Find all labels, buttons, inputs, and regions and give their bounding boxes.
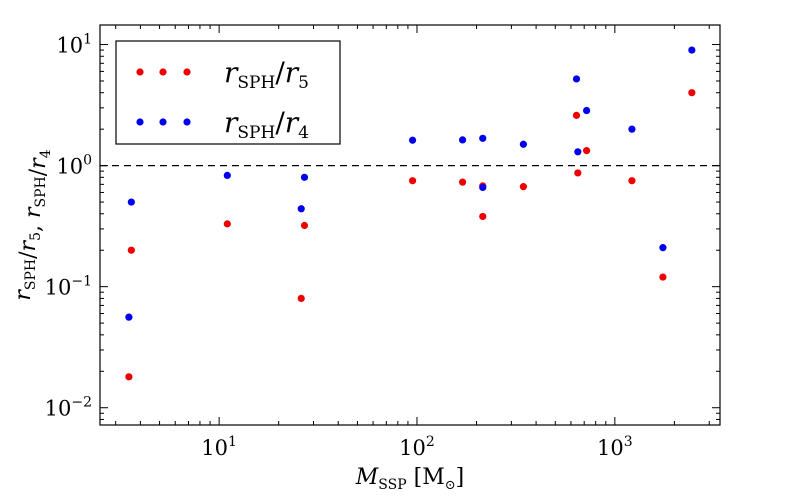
legend-marker-series2-2 [159, 118, 167, 126]
y-tick-label-4: 101 [56, 32, 92, 58]
x-tick-label-2: 102 [399, 434, 435, 460]
data-point-series2-1 [125, 313, 133, 321]
data-point-series2-9 [479, 183, 487, 192]
plot-frame [99, 24, 721, 426]
y-tick-label-1: 10−2 [45, 395, 92, 421]
legend-marker-series1-1 [136, 68, 144, 76]
data-point-series2-16 [688, 46, 696, 54]
data-point-series2-6 [408, 136, 417, 144]
y-tick-label-3: 100 [56, 153, 92, 179]
legend-marker-series2-1 [136, 118, 144, 126]
data-point-series1-2 [127, 246, 135, 254]
data-point-series1-11 [572, 111, 581, 119]
x-tick-label-1: 101 [201, 434, 237, 460]
x-tick-label-3: 103 [597, 434, 633, 460]
data-point-series1-16 [688, 89, 696, 97]
legend-box [115, 40, 341, 145]
data-point-series2-10 [519, 140, 528, 148]
data-point-series2-13 [583, 106, 591, 115]
legend-label-series1: rSPH/r5 [224, 56, 309, 93]
data-point-series2-3 [223, 171, 231, 179]
data-point-series2-4 [297, 205, 305, 213]
data-point-series1-10 [519, 183, 528, 191]
legend-marker-series1-2 [159, 68, 167, 76]
x-axis-label: MSSP [M⊙] [355, 465, 465, 493]
legend-label-series2: rSPH/r4 [224, 106, 309, 143]
data-point-series2-5 [300, 173, 309, 181]
plot-area [100, 46, 720, 381]
legend-marker-series1-3 [183, 68, 191, 76]
y-axis-label: rSPH/r5, rSPH/r4 [11, 149, 54, 300]
data-point-series2-2 [127, 198, 135, 206]
legend: rSPH/r5 rSPH/r4 [115, 40, 341, 145]
data-point-series2-14 [628, 125, 636, 133]
data-point-series1-3 [223, 220, 231, 228]
data-point-series1-5 [300, 221, 309, 230]
data-point-series2-7 [458, 136, 467, 144]
data-point-series1-14 [628, 177, 636, 185]
data-point-series1-1 [125, 373, 133, 381]
axes: 101 102 103 10−2 10−1 100 101 [45, 24, 721, 460]
data-point-series1-9 [479, 212, 487, 221]
axis-labels: MSSP [M⊙] rSPH/r5, rSPH/r4 [11, 149, 464, 493]
y-tick-label-2: 10−1 [45, 274, 92, 300]
data-point-series1-6 [408, 177, 417, 185]
data-point-series1-15 [659, 273, 667, 281]
data-point-series2-8 [479, 134, 487, 142]
data-point-series2-12 [574, 148, 582, 156]
data-point-series2-15 [659, 244, 667, 252]
data-point-series1-13 [583, 147, 591, 155]
data-point-series1-4 [297, 294, 305, 302]
data-point-series1-7 [458, 178, 467, 186]
data-point-series1-12 [574, 169, 582, 177]
legend-marker-series2-3 [183, 118, 191, 126]
data-point-series2-11 [572, 75, 581, 83]
